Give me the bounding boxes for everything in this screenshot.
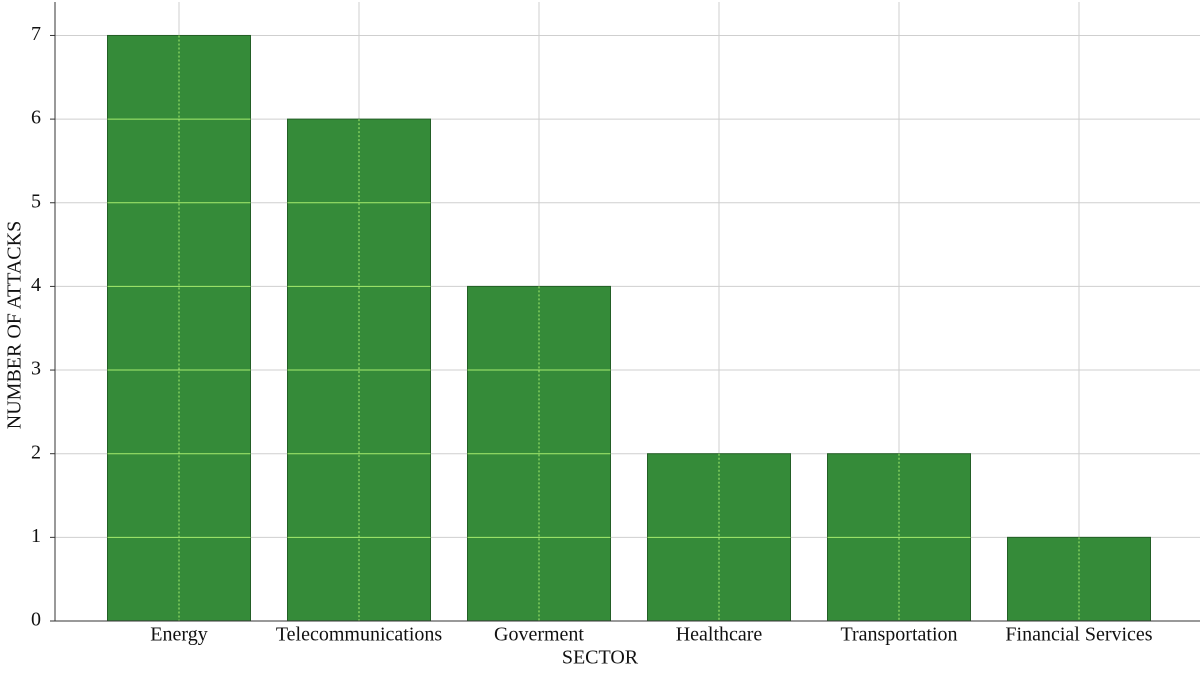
y-tick-label: 4	[31, 274, 41, 296]
x-tick-label: Transportation	[840, 624, 957, 646]
y-axis-label: NUMBER OF ATTACKS	[4, 221, 26, 429]
x-tick-label: Healthcare	[676, 624, 763, 646]
x-tick-label: Goverment	[494, 624, 584, 646]
y-tick-label: 6	[31, 107, 41, 129]
y-tick-label: 7	[31, 23, 41, 45]
x-tick-label: Energy	[150, 624, 207, 646]
y-tick-label: 0	[31, 609, 41, 631]
x-tick-label: Financial Services	[1005, 624, 1152, 646]
y-tick-label: 1	[31, 525, 41, 547]
x-axis-label: SECTOR	[562, 647, 639, 669]
y-tick-label: 5	[31, 190, 41, 212]
y-tick-label: 2	[31, 441, 41, 463]
y-tick-label: 3	[31, 358, 41, 380]
x-tick-label: Telecommunications	[276, 624, 443, 646]
